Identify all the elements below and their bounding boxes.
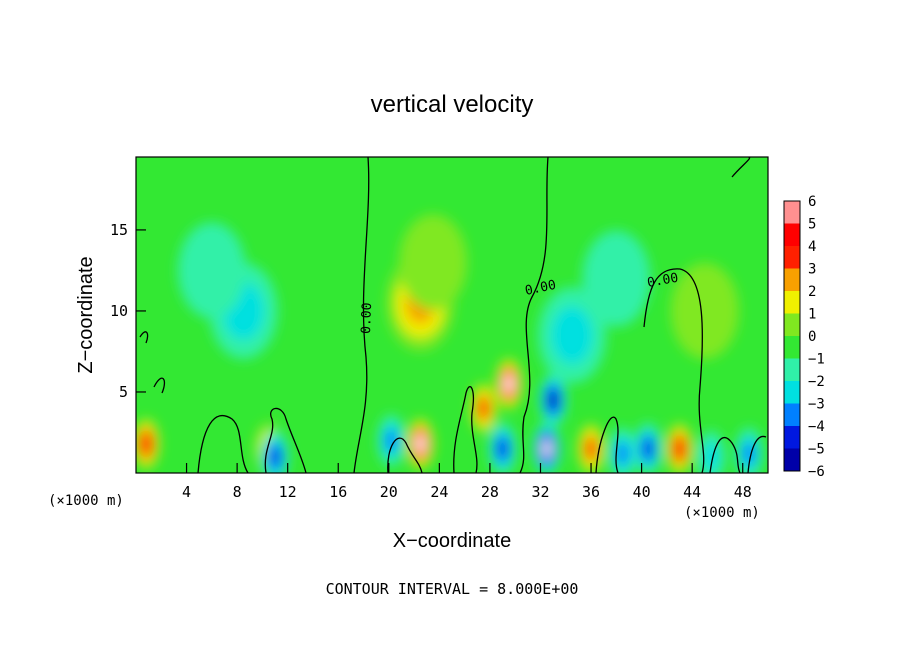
x-tick-label: 28 <box>481 483 499 501</box>
colorbar-swatch <box>784 313 800 337</box>
velocity-cell <box>399 214 468 311</box>
velocity-cell <box>743 442 756 465</box>
x-axis: 4 8 12 16 20 24 28 32 36 40 44 48 <box>182 463 752 501</box>
colorbar-tick-label: −4 <box>808 419 825 435</box>
velocity-cell <box>385 429 398 452</box>
x-tick-label: 16 <box>329 483 347 501</box>
x-tick-label: 12 <box>279 483 297 501</box>
colorbar-swatch <box>784 268 800 292</box>
zero-contour-line <box>139 331 149 344</box>
plot-area: 0.00 0.00 0.00 <box>135 156 769 474</box>
velocity-cell <box>616 442 629 465</box>
velocity-cell <box>582 230 651 327</box>
colorbar-swatch <box>784 403 800 427</box>
velocity-peak <box>542 439 551 458</box>
colorbar-swatch <box>784 336 800 359</box>
velocity-cell <box>670 262 739 359</box>
colorbar-swatch <box>784 291 800 314</box>
x-tick-label: 24 <box>430 483 448 501</box>
velocity-cell <box>675 441 684 456</box>
velocity-cell <box>549 392 557 408</box>
zero-contour-line <box>353 157 370 473</box>
x-tick-label: 40 <box>633 483 651 501</box>
colorbar-tick-label: 5 <box>808 217 816 233</box>
velocity-cell <box>643 440 653 458</box>
velocity-field: 0.00 0.00 0.00 <box>136 157 767 473</box>
plot-frame <box>135 156 769 474</box>
colorbar-tick-label: 3 <box>808 262 816 278</box>
colorbar-tick-label: 6 <box>808 194 816 210</box>
zero-contour-line <box>709 436 741 473</box>
x-axis-label: X−coordinate <box>393 530 511 552</box>
colorbar-tick-label: −1 <box>808 352 825 368</box>
x-tick-label: 36 <box>582 483 600 501</box>
velocity-cell <box>551 306 593 365</box>
x-tick-label: 20 <box>380 483 398 501</box>
y-tick-label: 15 <box>110 221 128 239</box>
y-axis-label: Z−coordinate <box>75 256 97 373</box>
contour-interval-note: CONTOUR INTERVAL = 8.000E+00 <box>326 580 579 598</box>
colorbar-swatch <box>784 201 800 224</box>
x-unit-label-right: (×1000 m) <box>684 505 760 521</box>
colorbar-tick-label: 1 <box>808 307 816 323</box>
zero-contour-line <box>519 157 549 473</box>
velocity-cell <box>497 440 508 458</box>
zero-contour-line <box>643 268 705 473</box>
contour-label: 0.00 <box>359 302 375 334</box>
colorbar-swatch <box>784 381 800 404</box>
colorbar-swatch <box>784 358 800 382</box>
colorbar-swatch <box>784 246 800 269</box>
x-unit-label-left: (×1000 m) <box>48 493 124 509</box>
x-tick-label: 4 <box>182 483 191 501</box>
colorbar-tick-label: −2 <box>808 374 825 390</box>
colorbar-tick-label: 4 <box>808 239 816 255</box>
colorbar-swatch <box>784 223 800 247</box>
x-tick-label: 44 <box>683 483 701 501</box>
colorbar-swatch <box>784 448 800 472</box>
y-tick-label: 5 <box>119 383 128 401</box>
x-tick-label: 8 <box>233 483 242 501</box>
colorbar-tick-label: 0 <box>808 329 816 345</box>
x-tick-label: 32 <box>531 483 549 501</box>
y-tick-label: 10 <box>110 302 128 320</box>
velocity-cell <box>142 436 150 451</box>
colorbar-frame <box>783 200 801 472</box>
colorbar: 6 5 4 3 2 1 0 −1 −2 −3 −4 −5 −6 <box>783 194 825 480</box>
zero-contour-line <box>153 377 166 394</box>
zero-contour-line <box>595 416 619 473</box>
velocity-peak <box>504 374 513 393</box>
contour-label: 0.00 <box>524 278 558 299</box>
velocity-cell <box>586 440 596 458</box>
zero-contour-line <box>747 435 767 473</box>
chart-title: vertical velocity <box>371 91 534 118</box>
colorbar-swatch <box>784 426 800 449</box>
y-axis: 5 10 15 <box>110 221 146 401</box>
colorbar-tick-label: −3 <box>808 397 825 413</box>
colorbar-tick-label: −5 <box>808 442 825 458</box>
colorbar-tick-label: 2 <box>808 284 816 300</box>
zero-contour-line <box>387 437 423 473</box>
velocity-cell <box>177 222 246 319</box>
zero-contour-line <box>197 414 249 473</box>
contour-label: 0.00 <box>646 271 679 291</box>
velocity-cell <box>478 399 489 417</box>
colorbar-tick-label: −6 <box>808 464 825 480</box>
zero-contour-line <box>453 386 478 473</box>
velocity-cell <box>270 448 280 466</box>
x-tick-label: 48 <box>734 483 752 501</box>
zero-contour-line <box>264 407 307 473</box>
velocity-peak <box>416 434 425 453</box>
